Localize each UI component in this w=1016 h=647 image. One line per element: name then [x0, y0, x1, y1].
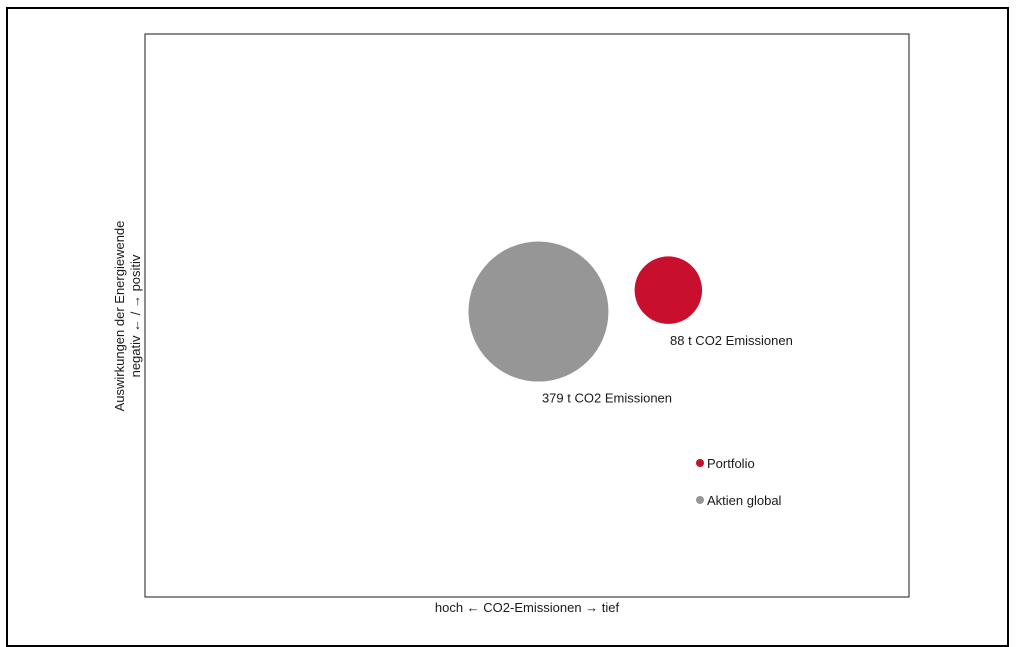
bubble-group: [468, 241, 703, 382]
legend-label-portfolio: Portfolio: [707, 456, 755, 471]
legend-marker-aktien-global: [696, 496, 704, 504]
bubble-label-portfolio: 88 t CO2 Emissionen: [670, 333, 793, 348]
legend: Portfolio Aktien global: [696, 456, 782, 508]
bubble-aktien-global: [468, 241, 609, 382]
bubble-portfolio: [634, 256, 703, 324]
bubble-label-group: 88 t CO2 Emissionen 379 t CO2 Emissionen: [542, 333, 793, 406]
plot-area: [144, 33, 910, 598]
y-axis-label-line1: Auswirkungen der Energiewende: [112, 221, 127, 412]
x-axis-label: hoch ← CO2-Emissionen → tief: [435, 600, 620, 615]
legend-marker-portfolio: [696, 459, 704, 467]
bubble-label-aktien-global: 379 t CO2 Emissionen: [542, 391, 672, 406]
legend-label-aktien-global: Aktien global: [707, 493, 782, 508]
y-axis-label-line2: negativ ← / → positiv: [128, 254, 143, 377]
